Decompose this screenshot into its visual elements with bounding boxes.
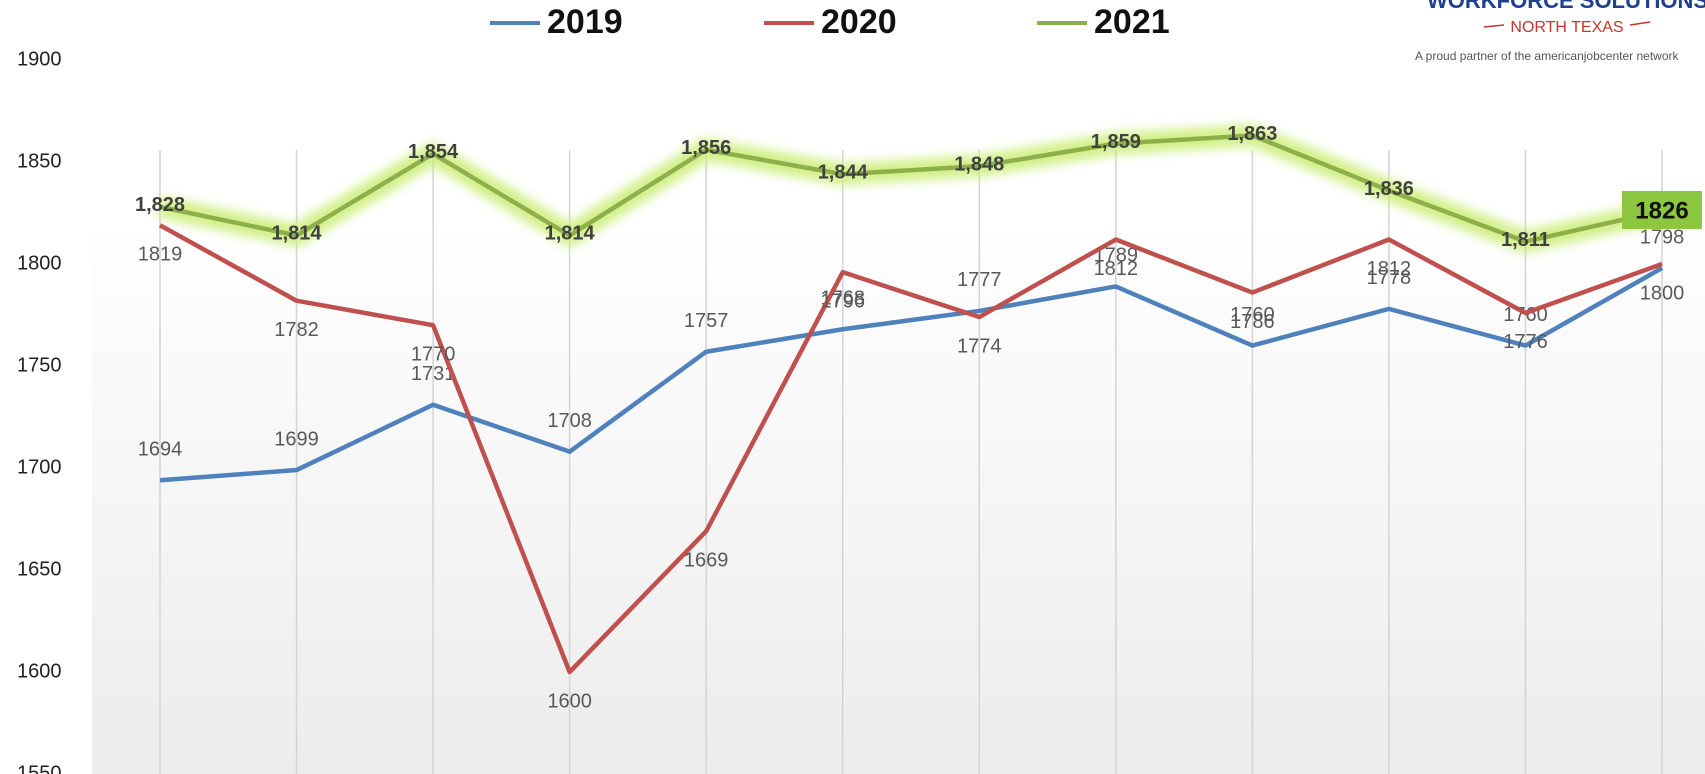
data-label: 1778	[1367, 267, 1412, 289]
y-tick-label: 1600	[17, 660, 62, 682]
data-label: 1,811	[1501, 229, 1550, 251]
data-label: 1,836	[1364, 178, 1414, 200]
data-label: 1774	[957, 335, 1002, 357]
logo-swoosh	[1629, 21, 1651, 26]
data-label: 1,844	[818, 162, 869, 184]
data-label: 1770	[411, 343, 456, 365]
legend-label: 2020	[821, 3, 897, 41]
data-label: 1669	[684, 550, 729, 572]
legend-label: 2021	[1094, 3, 1170, 41]
data-label: 1760	[1230, 304, 1275, 326]
logo-region: NORTH TEXAS	[1510, 19, 1623, 36]
data-label: 1699	[274, 428, 319, 450]
data-label: 1708	[547, 410, 592, 432]
logo: WORKFORCE SOLUTIONS NORTH TEXAS A proud …	[1415, 0, 1705, 63]
data-label: 1,856	[681, 137, 731, 159]
data-label: 1694	[138, 439, 183, 461]
y-tick-label: 1700	[17, 456, 62, 478]
y-tick-label: 1650	[17, 558, 62, 580]
data-label: 1,863	[1227, 123, 1277, 145]
legend-label: 2019	[547, 3, 623, 41]
data-label: 1600	[547, 690, 592, 712]
data-label: 1796	[820, 290, 865, 312]
data-label: 1789	[1094, 245, 1139, 267]
data-label: 1819	[138, 244, 183, 266]
line	[159, 133, 1663, 244]
data-label: 1798	[1640, 226, 1685, 248]
data-label: 1786	[1230, 311, 1275, 333]
data-label: 1800	[1640, 282, 1685, 304]
data-label: 1,814	[545, 223, 596, 245]
logo-swoosh	[1483, 24, 1505, 28]
data-label: 1826	[1635, 197, 1688, 224]
y-tick-label: 1900	[17, 48, 62, 70]
y-tick-label: 1750	[17, 354, 62, 376]
line	[159, 266, 1664, 483]
data-label: 1776	[1503, 331, 1548, 353]
logo-tagline: A proud partner of the americanjobcenter…	[1415, 49, 1679, 63]
data-label: 1,859	[1091, 131, 1141, 153]
y-tick-label: 1800	[17, 252, 62, 274]
data-label: 1812	[1094, 258, 1139, 280]
data-label: 1,848	[954, 153, 1004, 175]
data-label: 1,828	[135, 194, 185, 216]
logo-name: WORKFORCE SOLUTIONS	[1427, 0, 1705, 13]
data-label: 1731	[411, 363, 456, 385]
data-label: 1777	[957, 269, 1002, 291]
y-tick-label: 1550	[17, 762, 62, 774]
data-label: 1757	[684, 310, 729, 332]
y-tick-label: 1850	[17, 150, 62, 172]
data-label: 1782	[274, 319, 319, 341]
data-label: 1,854	[408, 141, 459, 163]
line	[158, 223, 1663, 675]
label-box	[1622, 190, 1702, 229]
data-label: 1,814	[272, 223, 323, 245]
plot-background	[92, 220, 1705, 774]
data-label: 1812	[1367, 258, 1412, 280]
